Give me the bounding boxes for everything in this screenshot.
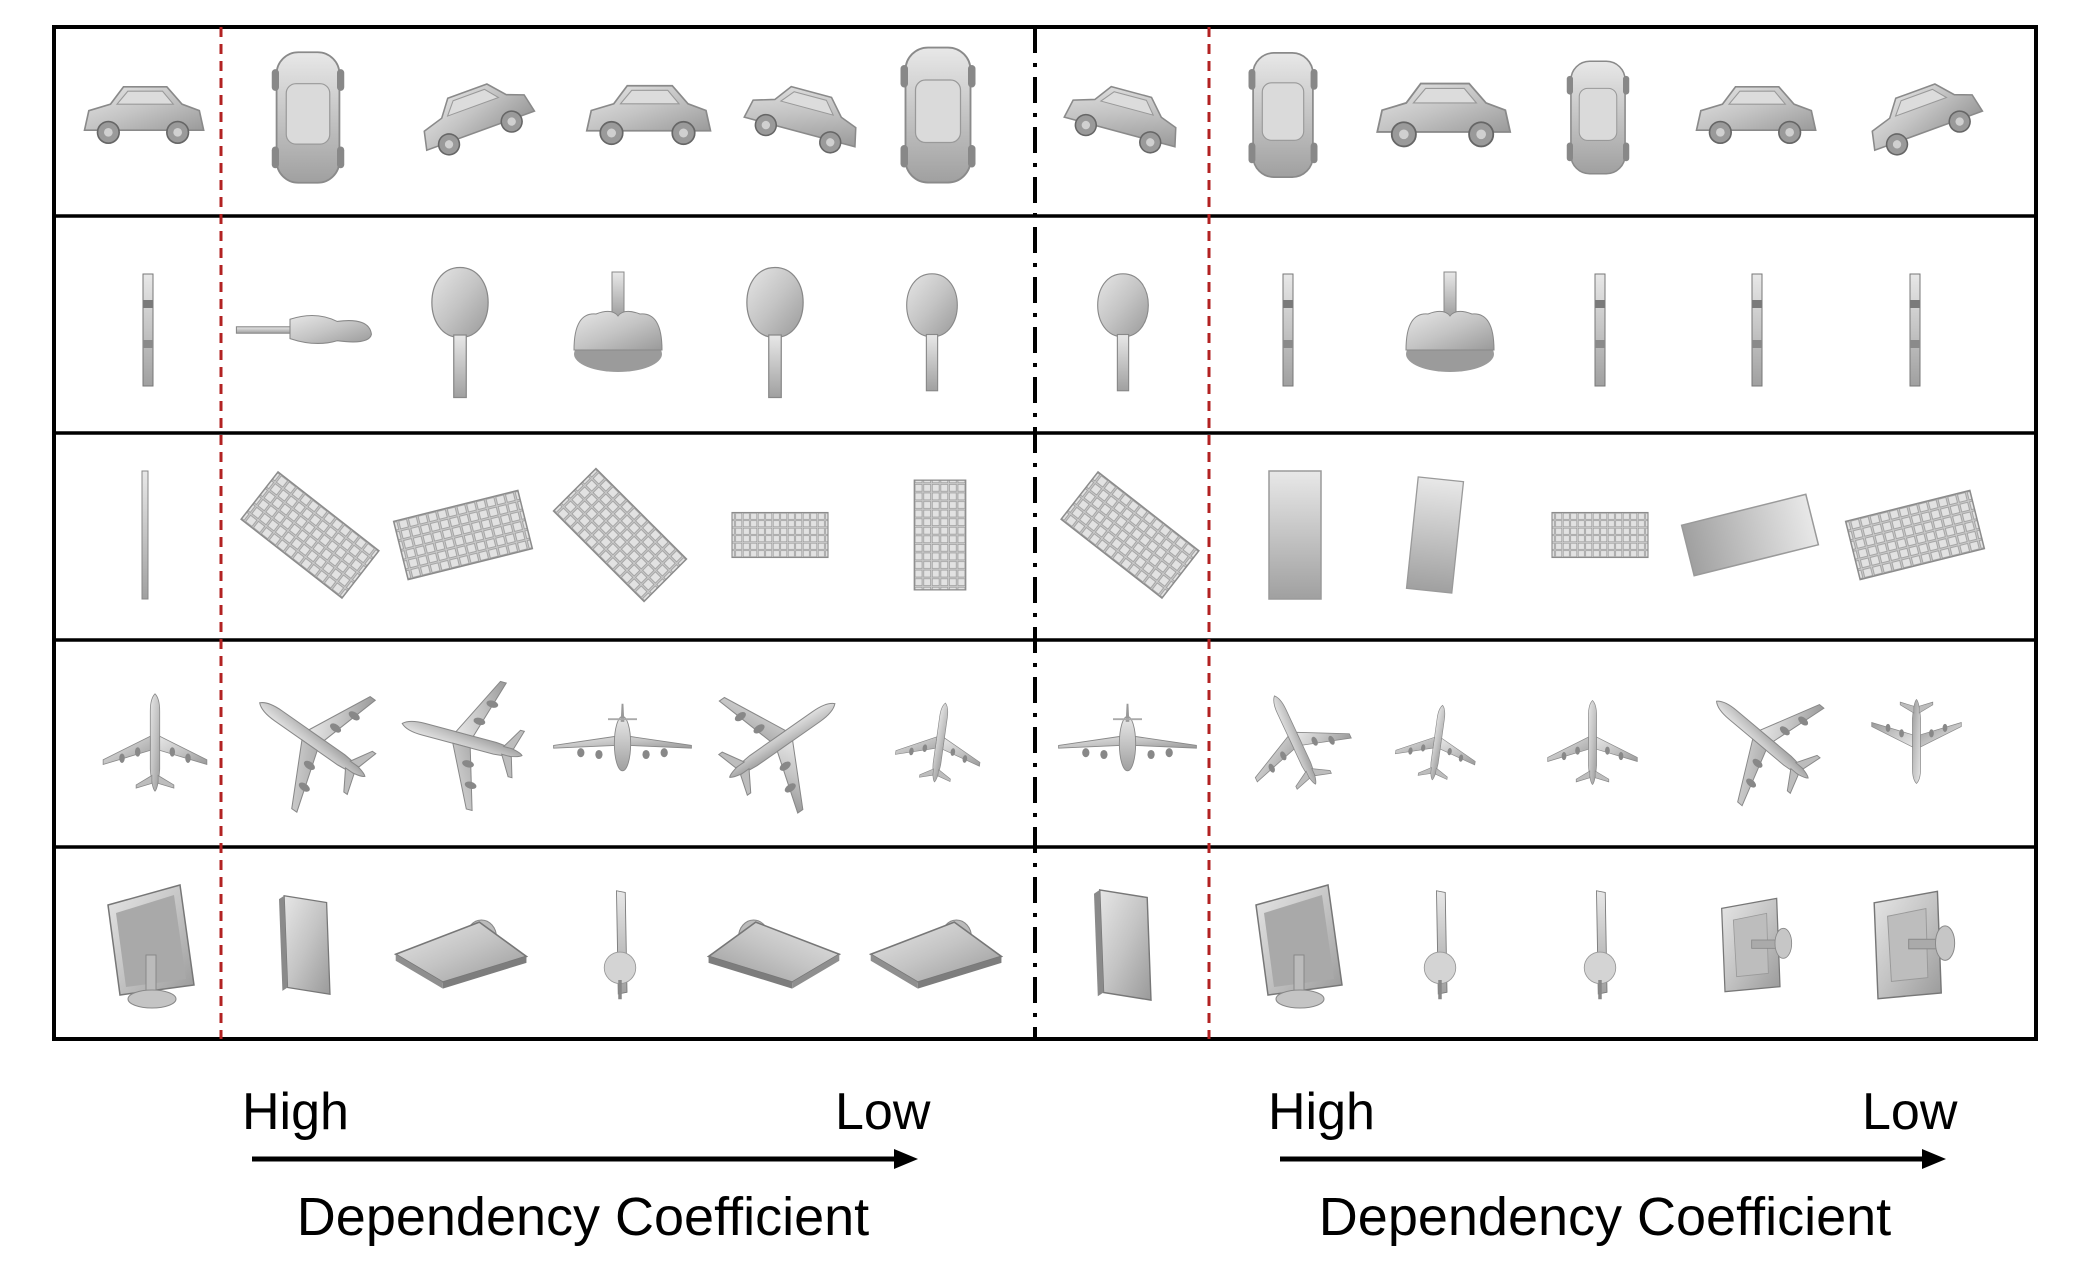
render-car <box>1376 82 1512 148</box>
right-axis-title: Dependency Coefficient <box>1318 1187 1892 1247</box>
render-keyboard <box>1680 493 1820 577</box>
render-guitar <box>906 273 958 392</box>
row-monitor <box>107 884 1956 1009</box>
render-airplane <box>1675 651 1850 828</box>
render-airplane-reference-right <box>1058 703 1197 772</box>
render-monitor <box>707 919 841 990</box>
render-monitor-reference-left <box>107 884 195 1009</box>
render-car <box>1565 60 1631 175</box>
render-car <box>270 51 346 184</box>
render-car-reference-left <box>83 85 205 145</box>
render-airplane <box>1226 673 1364 807</box>
right-axis-end-label: Low <box>1862 1083 1958 1141</box>
render-keyboard <box>1268 470 1322 600</box>
render-car <box>411 70 540 164</box>
render-guitar <box>1282 273 1294 387</box>
render-monitor <box>1255 884 1343 1009</box>
render-guitar <box>1751 273 1763 387</box>
render-monitor <box>394 919 528 990</box>
right-axis-arrow <box>1280 1149 1946 1169</box>
render-monitor <box>869 919 1003 990</box>
render-keyboard <box>913 479 967 591</box>
render-airplane-reference-left <box>102 693 208 792</box>
render-car <box>1695 85 1817 145</box>
right-axis-start-label: High <box>1268 1083 1375 1141</box>
render-keyboard <box>1551 511 1649 559</box>
render-monitor <box>1423 890 1457 1000</box>
render-monitor <box>278 894 331 996</box>
render-guitar <box>431 266 489 399</box>
left-axis-title: Dependency Coefficient <box>296 1187 870 1247</box>
render-car <box>739 75 867 160</box>
render-airplane <box>384 659 540 820</box>
render-guitar <box>235 314 373 345</box>
render-keyboard <box>392 489 534 581</box>
render-airplane <box>1391 699 1483 786</box>
render-car <box>1859 70 1988 164</box>
row-guitar <box>142 266 1921 399</box>
render-monitor <box>603 890 637 1000</box>
row-airplane <box>102 646 1962 834</box>
render-airplane <box>689 647 875 834</box>
render-airplane <box>1547 699 1638 786</box>
render-airplane <box>891 696 989 789</box>
render-monitor-reference-right <box>1093 889 1152 1001</box>
render-airplane <box>219 646 405 833</box>
render-keyboard <box>731 511 829 559</box>
render-keyboard <box>239 470 381 600</box>
render-guitar <box>1594 273 1606 387</box>
row-keyboard <box>141 467 1986 603</box>
render-monitor <box>1873 890 1956 1000</box>
render-guitar-reference-right <box>1097 273 1149 392</box>
render-guitar <box>1405 271 1495 373</box>
render-guitar-reference-left <box>142 273 154 387</box>
render-keyboard <box>1405 476 1465 594</box>
render-airplane <box>1871 698 1962 785</box>
render-keyboard-reference-right <box>1059 470 1201 600</box>
render-keyboard <box>1844 489 1986 581</box>
render-guitar <box>746 266 804 399</box>
render-monitor <box>1720 897 1793 993</box>
render-car-reference-right <box>1059 75 1187 160</box>
render-keyboard <box>552 467 688 603</box>
render-guitar <box>1909 273 1921 387</box>
render-guitar <box>573 271 663 373</box>
render-airplane <box>553 703 692 772</box>
render-car <box>899 46 977 184</box>
render-keyboard-reference-left <box>141 470 149 600</box>
left-axis-arrow <box>252 1149 918 1169</box>
left-axis-end-label: Low <box>835 1083 931 1141</box>
render-monitor <box>1583 890 1617 1000</box>
render-car <box>585 84 712 146</box>
left-axis-start-label: High <box>242 1083 349 1141</box>
render-car <box>1247 51 1319 179</box>
grid-border <box>52 25 2038 1041</box>
